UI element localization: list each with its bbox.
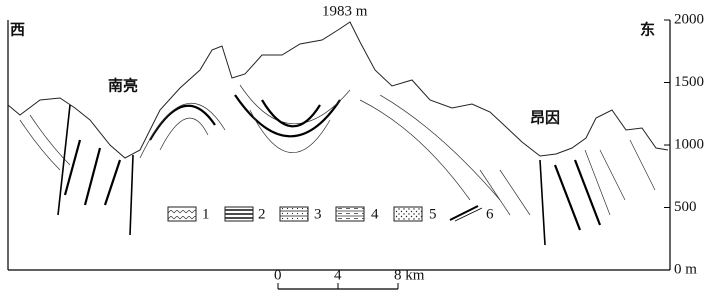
scale-label: 8 km <box>394 267 425 283</box>
place-label: 昂因 <box>530 109 560 127</box>
legend-swatch <box>225 207 253 221</box>
cross-section: 西 东 1983 m 南亮 昂因 1 2 3 4 5 6 0 m 500 1000 1… <box>0 0 712 299</box>
tick-label: 500 <box>674 199 697 215</box>
scale-label: 4 <box>334 267 342 283</box>
legend-label: 2 <box>258 206 266 222</box>
legend-swatch <box>336 207 364 221</box>
legend-swatch <box>394 207 422 221</box>
tick-label: 2000 <box>674 11 704 27</box>
place-label: 南亮 <box>108 77 138 95</box>
legend-swatch <box>280 207 308 221</box>
legend-label: 1 <box>202 206 210 222</box>
legend-label: 4 <box>371 206 379 222</box>
tick-label: 1000 <box>674 136 704 152</box>
faults <box>58 105 545 245</box>
east-label: 东 <box>640 21 655 39</box>
legend-label: 3 <box>314 206 322 222</box>
west-label: 西 <box>10 21 25 39</box>
legend: 1 2 3 4 5 6 <box>168 206 494 222</box>
scale-bar: 0 4 8 km <box>274 267 425 289</box>
legend-label: 6 <box>486 206 494 222</box>
tick-label: 1500 <box>674 74 704 90</box>
peak-label: 1983 m <box>322 3 368 19</box>
legend-label: 5 <box>429 206 437 222</box>
scale-label: 0 <box>274 267 282 283</box>
terrain-profile <box>8 22 668 158</box>
legend-swatch <box>450 206 482 221</box>
tick-label: 0 m <box>674 261 697 277</box>
legend-swatch <box>168 207 196 221</box>
